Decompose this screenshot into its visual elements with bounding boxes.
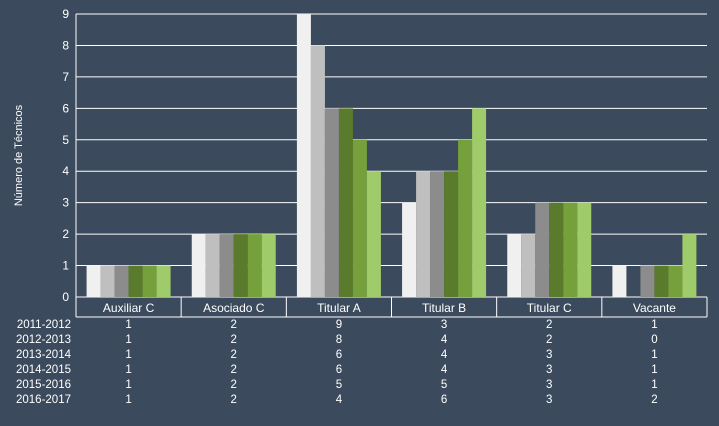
y-tick-label-6: 6 [62, 101, 69, 115]
data-value-2016-2017-0: 1 [125, 394, 131, 406]
bar-vacante-2016-2017 [682, 234, 697, 297]
data-value-2013-2014-5: 1 [651, 349, 657, 361]
data-value-2012-2013-3: 4 [441, 334, 448, 346]
data-value-2011-2012-5: 1 [651, 319, 657, 331]
bar-vacante-2015-2016 [668, 265, 683, 297]
data-value-2016-2017-5: 2 [651, 394, 657, 406]
bar-vacante-2013-2014 [640, 265, 655, 297]
data-value-2012-2013-4: 2 [546, 334, 552, 346]
data-value-2016-2017-3: 6 [441, 394, 447, 406]
y-tick-label-3: 3 [62, 196, 69, 210]
y-tick-label-9: 9 [62, 7, 69, 21]
data-value-2011-2012-2: 9 [336, 319, 342, 331]
bar-auxiliar-c-2013-2014 [114, 265, 129, 297]
y-tick-label-7: 7 [62, 70, 69, 84]
bar-titular-c-2015-2016 [563, 202, 578, 297]
data-value-2011-2012-3: 3 [441, 319, 447, 331]
data-value-2012-2013-1: 2 [231, 334, 237, 346]
bar-asociado-c-2015-2016 [247, 234, 262, 297]
data-value-2013-2014-1: 2 [231, 349, 237, 361]
data-value-2016-2017-1: 2 [231, 394, 237, 406]
bar-titular-a-2015-2016 [352, 139, 367, 297]
y-axis-title: Número de Técnicos [13, 104, 25, 206]
data-value-2015-2016-5: 1 [651, 379, 657, 391]
series-name-2013-2014: 2013-2014 [16, 349, 72, 361]
data-value-2013-2014-3: 4 [441, 349, 448, 361]
data-value-2014-2015-1: 2 [231, 364, 237, 376]
bar-asociado-c-2011-2012 [191, 234, 206, 297]
data-value-2015-2016-3: 5 [441, 379, 447, 391]
bar-asociado-c-2012-2013 [205, 234, 220, 297]
bar-titular-c-2014-2015 [549, 202, 564, 297]
data-value-2013-2014-0: 1 [125, 349, 131, 361]
data-value-2012-2013-5: 0 [651, 334, 657, 346]
bar-auxiliar-c-2011-2012 [86, 265, 101, 297]
bar-auxiliar-c-2012-2013 [100, 265, 115, 297]
data-value-2011-2012-4: 2 [546, 319, 552, 331]
y-tick-label-8: 8 [62, 38, 69, 52]
bar-titular-a-2013-2014 [324, 108, 339, 297]
y-tick-label-5: 5 [62, 133, 69, 147]
y-tick-label-2: 2 [62, 227, 69, 241]
data-value-2012-2013-2: 8 [336, 334, 342, 346]
bar-titular-b-2014-2015 [444, 171, 459, 297]
data-value-2014-2015-2: 6 [336, 364, 342, 376]
series-name-2016-2017: 2016-2017 [16, 394, 71, 406]
series-name-2015-2016: 2015-2016 [16, 379, 71, 391]
bar-asociado-c-2016-2017 [261, 234, 276, 297]
bar-titular-b-2015-2016 [458, 139, 473, 297]
bar-vacante-2014-2015 [654, 265, 669, 297]
data-value-2015-2016-4: 3 [546, 379, 552, 391]
data-value-2015-2016-1: 2 [231, 379, 237, 391]
data-value-2013-2014-2: 6 [336, 349, 342, 361]
data-value-2013-2014-4: 3 [546, 349, 552, 361]
bar-auxiliar-c-2014-2015 [128, 265, 143, 297]
bar-titular-b-2013-2014 [430, 171, 445, 297]
data-value-2012-2013-0: 1 [125, 334, 131, 346]
series-name-2014-2015: 2014-2015 [16, 364, 71, 376]
bar-asociado-c-2013-2014 [219, 234, 234, 297]
y-tick-label-4: 4 [62, 164, 69, 178]
bar-titular-b-2011-2012 [402, 202, 417, 297]
bar-titular-c-2011-2012 [507, 234, 522, 297]
category-label-auxiliar-c: Auxiliar C [103, 301, 155, 315]
bar-vacante-2011-2012 [612, 265, 627, 297]
data-value-2014-2015-4: 3 [546, 364, 552, 376]
data-value-2015-2016-0: 1 [125, 379, 131, 391]
bar-titular-a-2011-2012 [296, 14, 311, 297]
data-value-2011-2012-0: 1 [125, 319, 131, 331]
bar-titular-b-2012-2013 [416, 171, 431, 297]
category-label-vacante: Vacante [633, 301, 676, 315]
y-tick-label-0: 0 [62, 290, 69, 304]
data-value-2014-2015-3: 4 [441, 364, 448, 376]
bar-titular-c-2012-2013 [521, 234, 536, 297]
data-value-2016-2017-2: 4 [336, 394, 343, 406]
data-value-2015-2016-2: 5 [336, 379, 342, 391]
bar-auxiliar-c-2016-2017 [156, 265, 171, 297]
y-tick-label-1: 1 [62, 259, 69, 273]
bar-titular-c-2016-2017 [577, 202, 592, 297]
bar-titular-c-2013-2014 [535, 202, 550, 297]
data-value-2014-2015-0: 1 [125, 364, 131, 376]
category-label-titular-a: Titular A [317, 301, 361, 315]
bar-titular-a-2014-2015 [338, 108, 353, 297]
series-name-2012-2013: 2012-2013 [16, 334, 71, 346]
category-label-titular-c: Titular C [527, 301, 572, 315]
data-value-2016-2017-4: 3 [546, 394, 552, 406]
bar-titular-b-2016-2017 [472, 108, 487, 297]
bar-titular-a-2016-2017 [366, 171, 381, 297]
bar-asociado-c-2014-2015 [233, 234, 248, 297]
data-value-2011-2012-1: 2 [231, 319, 237, 331]
series-name-2011-2012: 2011-2012 [17, 319, 71, 331]
data-value-2014-2015-5: 1 [651, 364, 657, 376]
bar-auxiliar-c-2015-2016 [142, 265, 157, 297]
category-label-asociado-c: Asociado C [203, 301, 265, 315]
bar-titular-a-2012-2013 [310, 45, 325, 297]
category-label-titular-b: Titular B [422, 301, 466, 315]
